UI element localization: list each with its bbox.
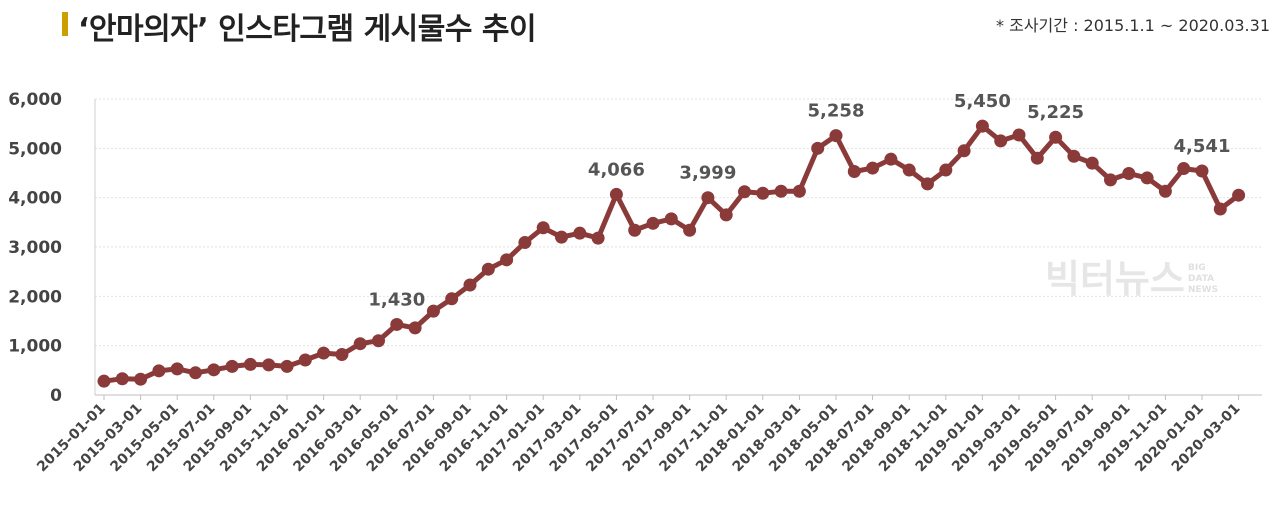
chart-title: ‘안마의자’ 인스타그램 게시물수 추이 bbox=[78, 12, 537, 47]
data-point bbox=[408, 321, 422, 335]
survey-period-note: * 조사기간 : 2015.1.1 ~ 2020.03.31 bbox=[996, 16, 1270, 35]
data-point bbox=[225, 359, 239, 373]
data-point bbox=[170, 362, 184, 376]
data-point bbox=[866, 161, 880, 175]
data-point bbox=[646, 216, 660, 230]
data-point bbox=[1232, 188, 1246, 202]
watermark-subtext: DATA bbox=[1188, 274, 1214, 284]
data-point bbox=[353, 337, 367, 351]
data-point bbox=[756, 186, 770, 200]
data-point bbox=[280, 359, 294, 373]
data-point bbox=[317, 346, 331, 360]
data-label: 4,066 bbox=[588, 159, 645, 180]
data-point bbox=[463, 278, 477, 292]
data-point bbox=[701, 191, 715, 205]
data-point bbox=[115, 372, 129, 386]
data-point bbox=[1158, 184, 1172, 198]
axes bbox=[94, 99, 1262, 396]
data-point bbox=[1030, 151, 1044, 165]
data-point bbox=[683, 223, 697, 237]
data-point bbox=[573, 226, 587, 240]
data-point bbox=[957, 144, 971, 158]
data-point bbox=[262, 358, 276, 372]
data-point bbox=[536, 221, 550, 235]
watermark-subtext: BIG bbox=[1188, 263, 1206, 273]
data-point bbox=[134, 372, 148, 386]
data-point bbox=[1049, 130, 1063, 144]
title-accent-bar bbox=[62, 12, 68, 36]
data-point bbox=[152, 364, 166, 378]
y-tick-label: 0 bbox=[50, 386, 62, 406]
data-point bbox=[994, 134, 1008, 148]
data-point bbox=[811, 141, 825, 155]
data-point bbox=[628, 223, 642, 237]
data-point bbox=[390, 317, 404, 331]
data-point bbox=[207, 363, 221, 377]
data-point bbox=[335, 348, 349, 362]
y-tick-label: 3,000 bbox=[8, 238, 62, 258]
data-point bbox=[609, 187, 623, 201]
y-tick-label: 2,000 bbox=[8, 287, 62, 307]
data-point bbox=[792, 184, 806, 198]
data-point bbox=[1122, 166, 1136, 180]
data-point bbox=[518, 236, 532, 250]
watermark-subtext: NEWS bbox=[1188, 285, 1218, 295]
data-point bbox=[500, 253, 514, 267]
data-point bbox=[921, 177, 934, 191]
data-point bbox=[243, 357, 257, 371]
data-label: 1,430 bbox=[368, 289, 425, 310]
data-label: 3,999 bbox=[679, 163, 736, 184]
watermark-text: 빅터뉴스 bbox=[1045, 257, 1185, 301]
data-point bbox=[1067, 149, 1081, 163]
data-point bbox=[97, 374, 111, 388]
x-axis-ticks: 2015-01-012015-03-012015-05-012015-07-01… bbox=[34, 395, 1243, 475]
data-point bbox=[1085, 156, 1099, 170]
data-label: 4,541 bbox=[1174, 136, 1231, 157]
data-point bbox=[829, 129, 843, 143]
data-point bbox=[1012, 128, 1026, 142]
data-point bbox=[189, 366, 202, 380]
data-point bbox=[591, 231, 605, 245]
data-label: 5,450 bbox=[954, 91, 1011, 112]
data-point bbox=[555, 230, 568, 244]
data-point bbox=[902, 163, 916, 177]
data-point bbox=[1213, 202, 1227, 216]
data-point bbox=[774, 184, 788, 198]
data-point bbox=[426, 304, 440, 318]
data-point bbox=[847, 165, 861, 179]
y-tick-label: 4,000 bbox=[8, 189, 62, 209]
y-axis-ticks: 0 1,000 2,000 3,000 4,000 5,000 6,000 bbox=[8, 90, 62, 406]
data-point bbox=[884, 152, 898, 166]
data-point bbox=[1104, 173, 1117, 187]
data-point bbox=[445, 292, 459, 306]
data-point bbox=[1177, 162, 1191, 176]
data-point bbox=[719, 208, 733, 222]
y-tick-label: 6,000 bbox=[8, 90, 62, 110]
data-point bbox=[664, 212, 678, 226]
data-labels: 1,430 4,066 3,999 5,258 5,450 5,225 4,541 bbox=[368, 91, 1230, 310]
series-points bbox=[97, 119, 1246, 388]
data-point bbox=[298, 353, 312, 367]
y-tick-label: 1,000 bbox=[8, 337, 62, 357]
data-point bbox=[738, 185, 751, 199]
data-point bbox=[975, 119, 989, 133]
data-point bbox=[1195, 164, 1209, 178]
data-label: 5,225 bbox=[1027, 102, 1084, 123]
data-point bbox=[481, 262, 495, 276]
data-point bbox=[1140, 171, 1154, 185]
data-point bbox=[939, 163, 953, 177]
series-line-path bbox=[101, 123, 1242, 384]
data-point bbox=[372, 334, 385, 348]
data-label: 5,258 bbox=[808, 101, 865, 122]
y-tick-label: 5,000 bbox=[8, 139, 62, 159]
series-line bbox=[101, 123, 1242, 384]
